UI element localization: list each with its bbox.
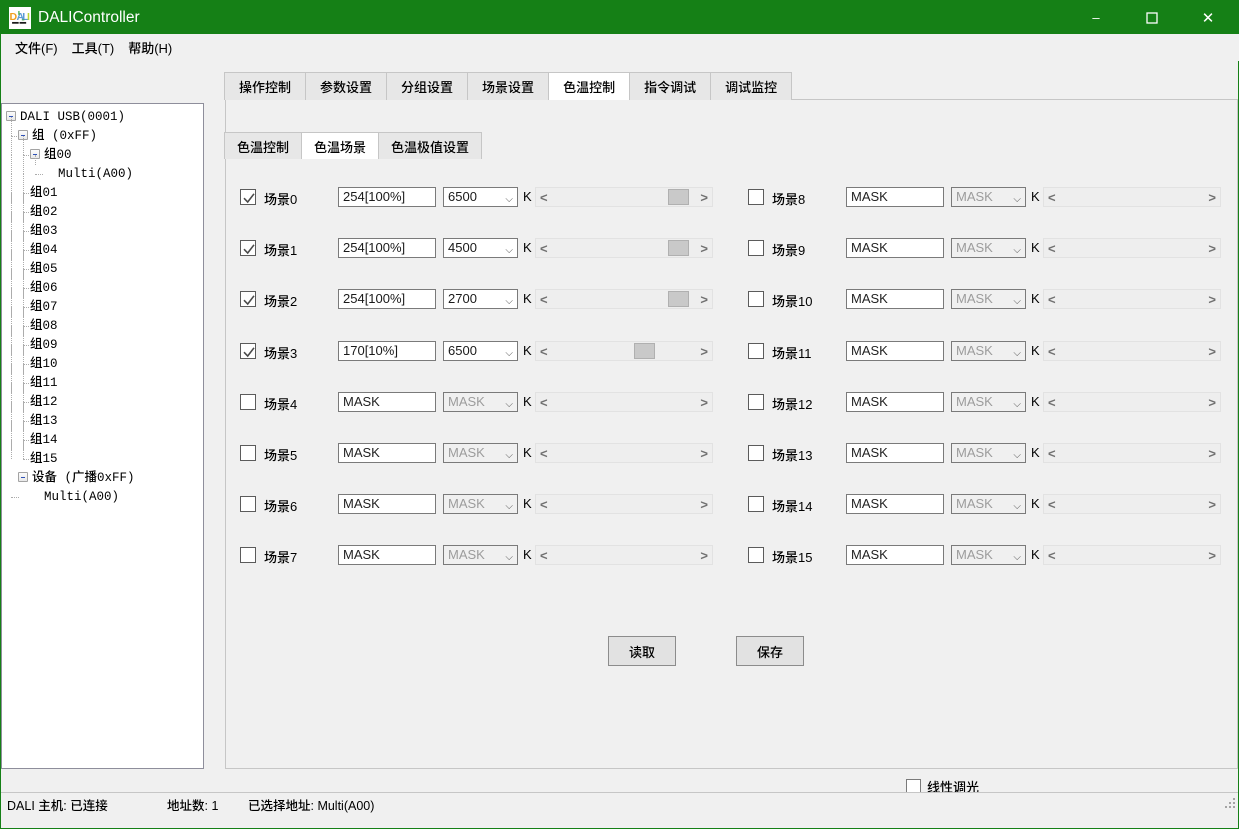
svg-text:I: I [27,10,30,22]
svg-text:D: D [9,10,17,22]
